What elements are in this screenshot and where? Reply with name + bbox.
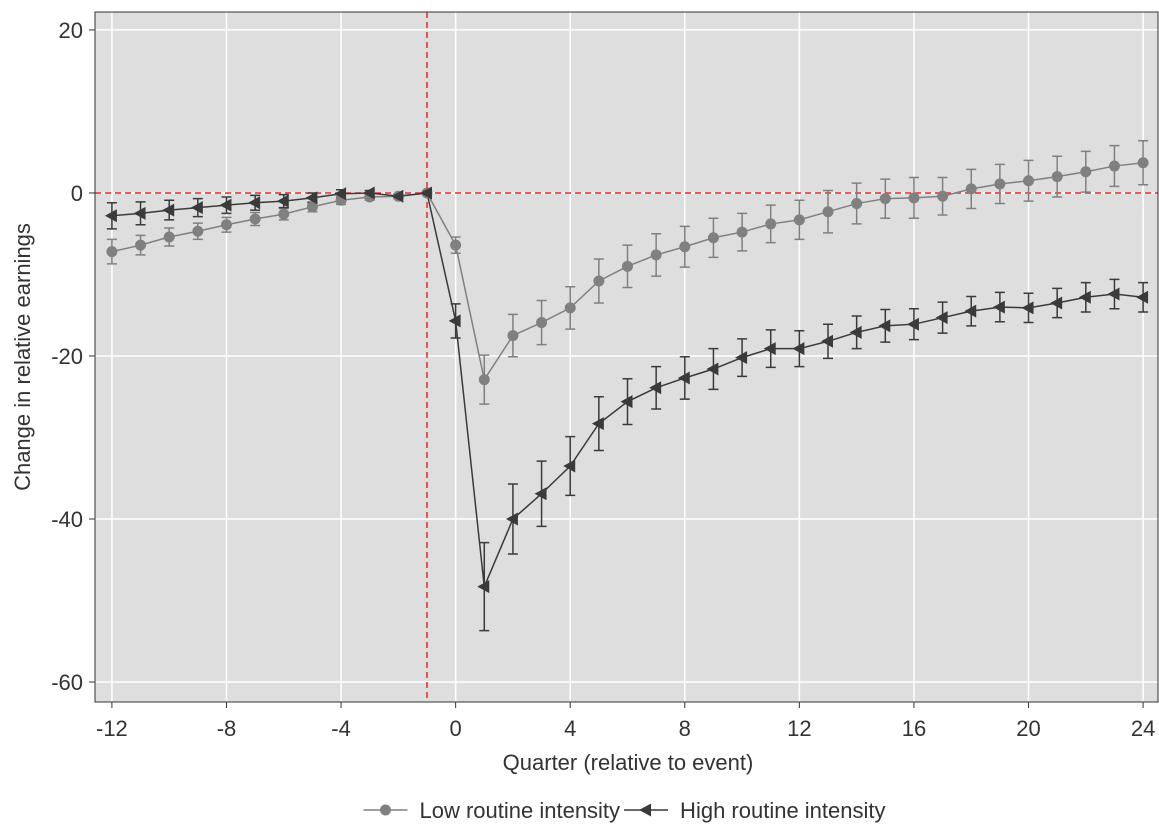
marker [564,302,576,314]
marker [219,198,232,212]
marker [937,190,949,202]
x-tick-label: 24 [1131,716,1155,741]
marker [220,219,232,231]
marker [536,317,548,329]
marker [707,232,719,244]
x-tick-label: 8 [679,716,691,741]
marker [1021,301,1034,315]
y-axis-label: Change in relative earnings [10,223,35,491]
marker [450,239,462,251]
marker [362,186,375,200]
marker [106,246,118,258]
marker [1080,166,1092,178]
marker [908,192,920,204]
marker [163,231,175,243]
marker [851,198,863,210]
legend-marker [639,803,652,817]
y-tick-label: -60 [51,670,83,695]
x-tick-label: -12 [96,716,128,741]
marker [507,330,519,342]
marker [591,417,604,431]
marker [649,381,662,395]
x-tick-label: -4 [331,716,351,741]
marker [276,194,289,208]
marker [248,196,261,210]
marker [994,178,1006,190]
marker [534,487,547,501]
marker [478,374,490,386]
legend-label: High routine intensity [680,798,885,823]
y-tick-label: 0 [71,181,83,206]
marker [821,334,834,348]
x-tick-label: 16 [902,716,926,741]
marker [1023,175,1035,187]
marker [620,395,633,409]
x-tick-label: -8 [217,716,237,741]
marker [334,187,347,201]
marker [104,209,117,223]
marker [419,186,432,200]
y-tick-label: -40 [51,507,83,532]
marker [679,241,691,253]
marker [477,580,490,594]
marker [305,191,318,205]
marker [935,311,948,325]
marker [964,304,977,318]
marker [135,239,147,251]
plot-area [95,12,1158,702]
marker [162,203,175,217]
marker [1108,160,1120,172]
marker [763,342,776,356]
y-tick-label: -20 [51,344,83,369]
marker [505,512,518,526]
marker [278,208,290,220]
marker [1136,290,1149,304]
marker [793,214,805,226]
marker [792,342,805,356]
x-axis-label: Quarter (relative to event) [503,750,754,775]
marker [677,371,690,385]
x-tick-label: 4 [564,716,576,741]
marker [650,249,662,261]
marker [736,226,748,238]
legend: Low routine intensity High routine intens… [363,798,886,823]
marker [878,319,891,333]
marker [879,193,891,205]
x-tick-label: 12 [787,716,811,741]
marker [1050,296,1063,310]
marker [1051,171,1063,183]
marker [1137,157,1149,169]
marker [563,459,576,473]
marker [622,260,634,272]
marker [992,300,1005,314]
plot-frame [94,11,1159,703]
marker [192,225,204,237]
marker [822,206,834,218]
legend-marker [379,804,391,816]
x-tick-label: 20 [1016,716,1040,741]
marker [706,362,719,376]
marker [306,201,318,213]
legend-label: Low routine intensity [419,798,620,823]
marker [849,325,862,339]
marker [249,213,261,225]
marker [735,351,748,365]
marker [965,183,977,195]
marker [1107,287,1120,301]
marker [1078,290,1091,304]
marker [906,317,919,331]
marker [593,275,605,287]
x-tick-label: 0 [450,716,462,741]
marker [765,218,777,230]
marker [133,206,146,220]
marker [448,314,461,328]
y-tick-label: 20 [59,18,83,43]
marker [190,201,203,215]
marker [391,189,404,203]
